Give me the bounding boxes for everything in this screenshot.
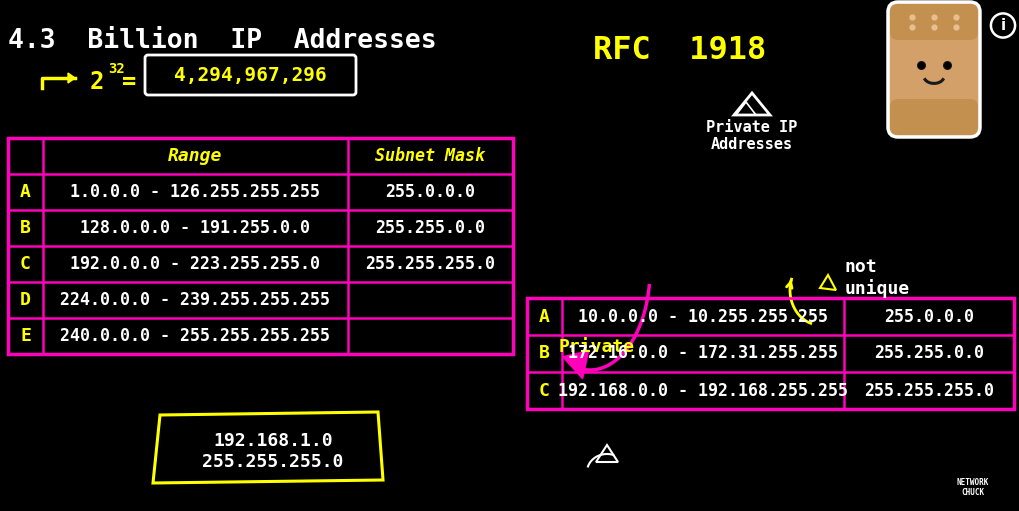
- Text: E: E: [20, 327, 31, 345]
- Text: 192.168.1.0: 192.168.1.0: [213, 432, 333, 450]
- Text: 255.255.255.0: 255.255.255.0: [203, 453, 343, 471]
- Text: 32: 32: [108, 62, 124, 76]
- Text: A: A: [539, 308, 550, 326]
- Text: 255.0.0.0: 255.0.0.0: [884, 308, 974, 326]
- Bar: [8, 138, 513, 354]
- Text: 255.255.0.0: 255.255.0.0: [375, 219, 485, 237]
- Bar: [527, 298, 1014, 409]
- FancyBboxPatch shape: [890, 4, 978, 40]
- Polygon shape: [562, 351, 589, 379]
- Text: i: i: [1001, 18, 1006, 33]
- Text: B: B: [539, 344, 550, 362]
- Text: Private: Private: [559, 338, 635, 356]
- Text: 172.16.0.0 - 172.31.255.255: 172.16.0.0 - 172.31.255.255: [568, 344, 838, 362]
- Text: 192.0.0.0 - 223.255.255.0: 192.0.0.0 - 223.255.255.0: [70, 255, 321, 273]
- Text: =: =: [122, 70, 137, 94]
- Text: A: A: [20, 183, 31, 201]
- Text: 255.255.255.0: 255.255.255.0: [366, 255, 495, 273]
- Text: 224.0.0.0 - 239.255.255.255: 224.0.0.0 - 239.255.255.255: [60, 291, 330, 309]
- Text: 4,294,967,296: 4,294,967,296: [174, 65, 327, 84]
- FancyBboxPatch shape: [890, 99, 978, 135]
- Text: 1.0.0.0 - 126.255.255.255: 1.0.0.0 - 126.255.255.255: [70, 183, 321, 201]
- Text: 128.0.0.0 - 191.255.0.0: 128.0.0.0 - 191.255.0.0: [81, 219, 311, 237]
- Text: 2: 2: [90, 70, 104, 94]
- Text: 255.0.0.0: 255.0.0.0: [385, 183, 476, 201]
- Text: 255.255.0.0: 255.255.0.0: [874, 344, 984, 362]
- Text: 240.0.0.0 - 255.255.255.255: 240.0.0.0 - 255.255.255.255: [60, 327, 330, 345]
- Text: NETWORK
CHUCK: NETWORK CHUCK: [957, 478, 989, 497]
- Text: Range: Range: [168, 147, 223, 165]
- Text: not
unique: not unique: [845, 258, 910, 298]
- Text: C: C: [20, 255, 31, 273]
- Text: Private IP
Addresses: Private IP Addresses: [706, 120, 798, 152]
- Text: 10.0.0.0 - 10.255.255.255: 10.0.0.0 - 10.255.255.255: [578, 308, 828, 326]
- Text: 255.255.255.0: 255.255.255.0: [864, 382, 994, 400]
- Text: RFC  1918: RFC 1918: [593, 35, 766, 66]
- Text: 192.168.0.0 - 192.168.255.255: 192.168.0.0 - 192.168.255.255: [558, 382, 848, 400]
- Text: B: B: [20, 219, 31, 237]
- Text: D: D: [20, 291, 31, 309]
- Text: 4.3  Billion  IP  Addresses: 4.3 Billion IP Addresses: [8, 28, 436, 54]
- FancyBboxPatch shape: [888, 2, 980, 137]
- Polygon shape: [68, 73, 75, 83]
- Text: C: C: [539, 382, 550, 400]
- Text: Subnet Mask: Subnet Mask: [375, 147, 485, 165]
